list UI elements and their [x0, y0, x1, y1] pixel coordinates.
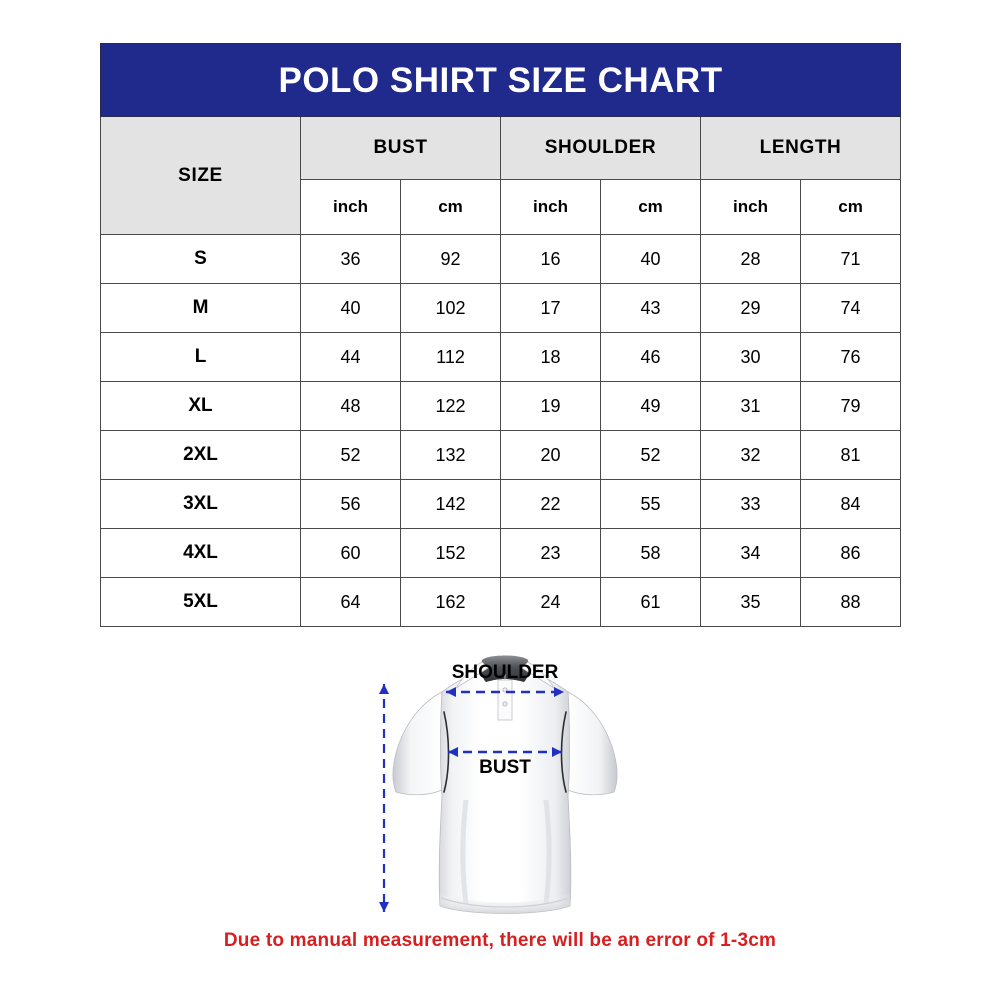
cell-shoulder-cm: 55	[600, 479, 701, 529]
group-header-length: LENGTH	[699, 116, 902, 180]
cell-bust-cm: 142	[400, 479, 501, 529]
chart-title-row: POLO SHIRT SIZE CHART	[99, 43, 902, 117]
shoulder-measure-arrow	[446, 687, 564, 697]
cell-length-inch: 29	[700, 283, 801, 333]
measurement-diagram: SHOULDER BUST LENGTH	[0, 620, 1000, 940]
shirt-armhole-left	[443, 711, 450, 793]
cell-shoulder-cm: 46	[600, 332, 701, 382]
cell-bust-inch: 64	[300, 577, 401, 627]
cell-shoulder-inch: 18	[500, 332, 601, 382]
unit-bust-inch: inch	[300, 179, 401, 235]
cell-bust-cm: 122	[400, 381, 501, 431]
unit-bust-cm: cm	[400, 179, 501, 235]
unit-shoulder-inch: inch	[500, 179, 601, 235]
table-row: 3XL 56 142 22 55 33 84	[100, 479, 902, 529]
cell-bust-cm: 132	[400, 430, 501, 480]
shirt-armhole-right	[560, 711, 567, 793]
cell-bust-inch: 44	[300, 332, 401, 382]
measurement-disclaimer: Due to manual measurement, there will be…	[223, 930, 777, 951]
cell-size: 2XL	[100, 430, 301, 480]
shirt-hem-line	[440, 897, 570, 908]
cell-length-inch: 33	[700, 479, 801, 529]
cell-shoulder-cm: 40	[600, 234, 701, 284]
cell-bust-inch: 60	[300, 528, 401, 578]
cell-shoulder-inch: 19	[500, 381, 601, 431]
shirt-hem	[440, 892, 570, 914]
cell-shoulder-inch: 22	[500, 479, 601, 529]
cell-bust-inch: 36	[300, 234, 401, 284]
cell-shoulder-inch: 24	[500, 577, 601, 627]
cell-bust-inch: 48	[300, 381, 401, 431]
cell-shoulder-cm: 49	[600, 381, 701, 431]
cell-bust-cm: 162	[400, 577, 501, 627]
group-header-shoulder: SHOULDER	[500, 116, 701, 180]
cell-length-cm: 88	[799, 577, 902, 627]
cell-size: 5XL	[100, 577, 301, 627]
cell-length-cm: 86	[799, 528, 902, 578]
cell-length-cm: 81	[799, 430, 902, 480]
cell-length-cm: 79	[799, 381, 902, 431]
group-header-row: SIZE BUST SHOULDER LENGTH	[100, 116, 902, 235]
cell-length-cm: 74	[799, 283, 902, 333]
cell-bust-cm: 102	[400, 283, 501, 333]
cell-length-inch: 35	[700, 577, 801, 627]
cell-bust-inch: 56	[300, 479, 401, 529]
cell-length-cm: 76	[799, 332, 902, 382]
table-row: XL 48 122 19 49 31 79	[100, 381, 902, 431]
page-title: POLO SHIRT SIZE CHART	[278, 60, 723, 100]
shirt-button-bottom	[502, 701, 508, 707]
bust-label: BUST	[479, 757, 531, 778]
cell-length-inch: 32	[700, 430, 801, 480]
unit-length-inch: inch	[700, 179, 801, 235]
cell-size: S	[100, 234, 301, 284]
cell-size: XL	[100, 381, 301, 431]
cell-shoulder-inch: 20	[500, 430, 601, 480]
table-row: 5XL 64 162 24 61 35 88	[100, 577, 902, 627]
cell-shoulder-cm: 61	[600, 577, 701, 627]
cell-shoulder-cm: 52	[600, 430, 701, 480]
cell-bust-inch: 52	[300, 430, 401, 480]
cell-size: L	[100, 332, 301, 382]
group-header-bust: BUST	[300, 116, 501, 180]
cell-shoulder-cm: 58	[600, 528, 701, 578]
table-row: 2XL 52 132 20 52 32 81	[100, 430, 902, 480]
cell-shoulder-inch: 16	[500, 234, 601, 284]
cell-shoulder-inch: 23	[500, 528, 601, 578]
cell-length-cm: 71	[799, 234, 902, 284]
table-row: S 36 92 16 40 28 71	[100, 234, 902, 284]
unit-length-cm: cm	[799, 179, 902, 235]
unit-header-row: inch cm inch cm inch cm	[101, 179, 902, 235]
cell-length-inch: 28	[700, 234, 801, 284]
cell-bust-cm: 92	[400, 234, 501, 284]
chart-title-cell: POLO SHIRT SIZE CHART	[99, 43, 902, 117]
cell-shoulder-inch: 17	[500, 283, 601, 333]
shirt-fold-shading-right	[543, 799, 552, 905]
polo-shirt-illustration: SHOULDER BUST LENGTH	[370, 655, 618, 914]
length-label: LENGTH	[370, 761, 372, 835]
cell-length-inch: 30	[700, 332, 801, 382]
cell-length-inch: 31	[700, 381, 801, 431]
cell-size: M	[100, 283, 301, 333]
unit-shoulder-cm: cm	[600, 179, 701, 235]
cell-length-cm: 84	[799, 479, 902, 529]
size-chart-table: POLO SHIRT SIZE CHART SIZE BUST SHOULDER…	[99, 43, 902, 627]
cell-size: 3XL	[100, 479, 301, 529]
cell-bust-cm: 112	[400, 332, 501, 382]
shirt-fold-shading	[460, 799, 469, 905]
cell-bust-inch: 40	[300, 283, 401, 333]
table-row: L 44 112 18 46 30 76	[100, 332, 902, 382]
table-row: 4XL 60 152 23 58 34 86	[100, 528, 902, 578]
shirt-left-sleeve	[392, 691, 444, 796]
cell-length-inch: 34	[700, 528, 801, 578]
length-measure-arrow	[379, 684, 389, 912]
shirt-right-sleeve	[566, 691, 618, 796]
shoulder-label: SHOULDER	[452, 662, 559, 683]
table-row: M 40 102 17 43 29 74	[100, 283, 902, 333]
bust-measure-arrow	[448, 747, 562, 757]
cell-size: 4XL	[100, 528, 301, 578]
group-header-size: SIZE	[100, 116, 301, 235]
cell-shoulder-cm: 43	[600, 283, 701, 333]
shirt-placket	[497, 679, 513, 721]
cell-bust-cm: 152	[400, 528, 501, 578]
